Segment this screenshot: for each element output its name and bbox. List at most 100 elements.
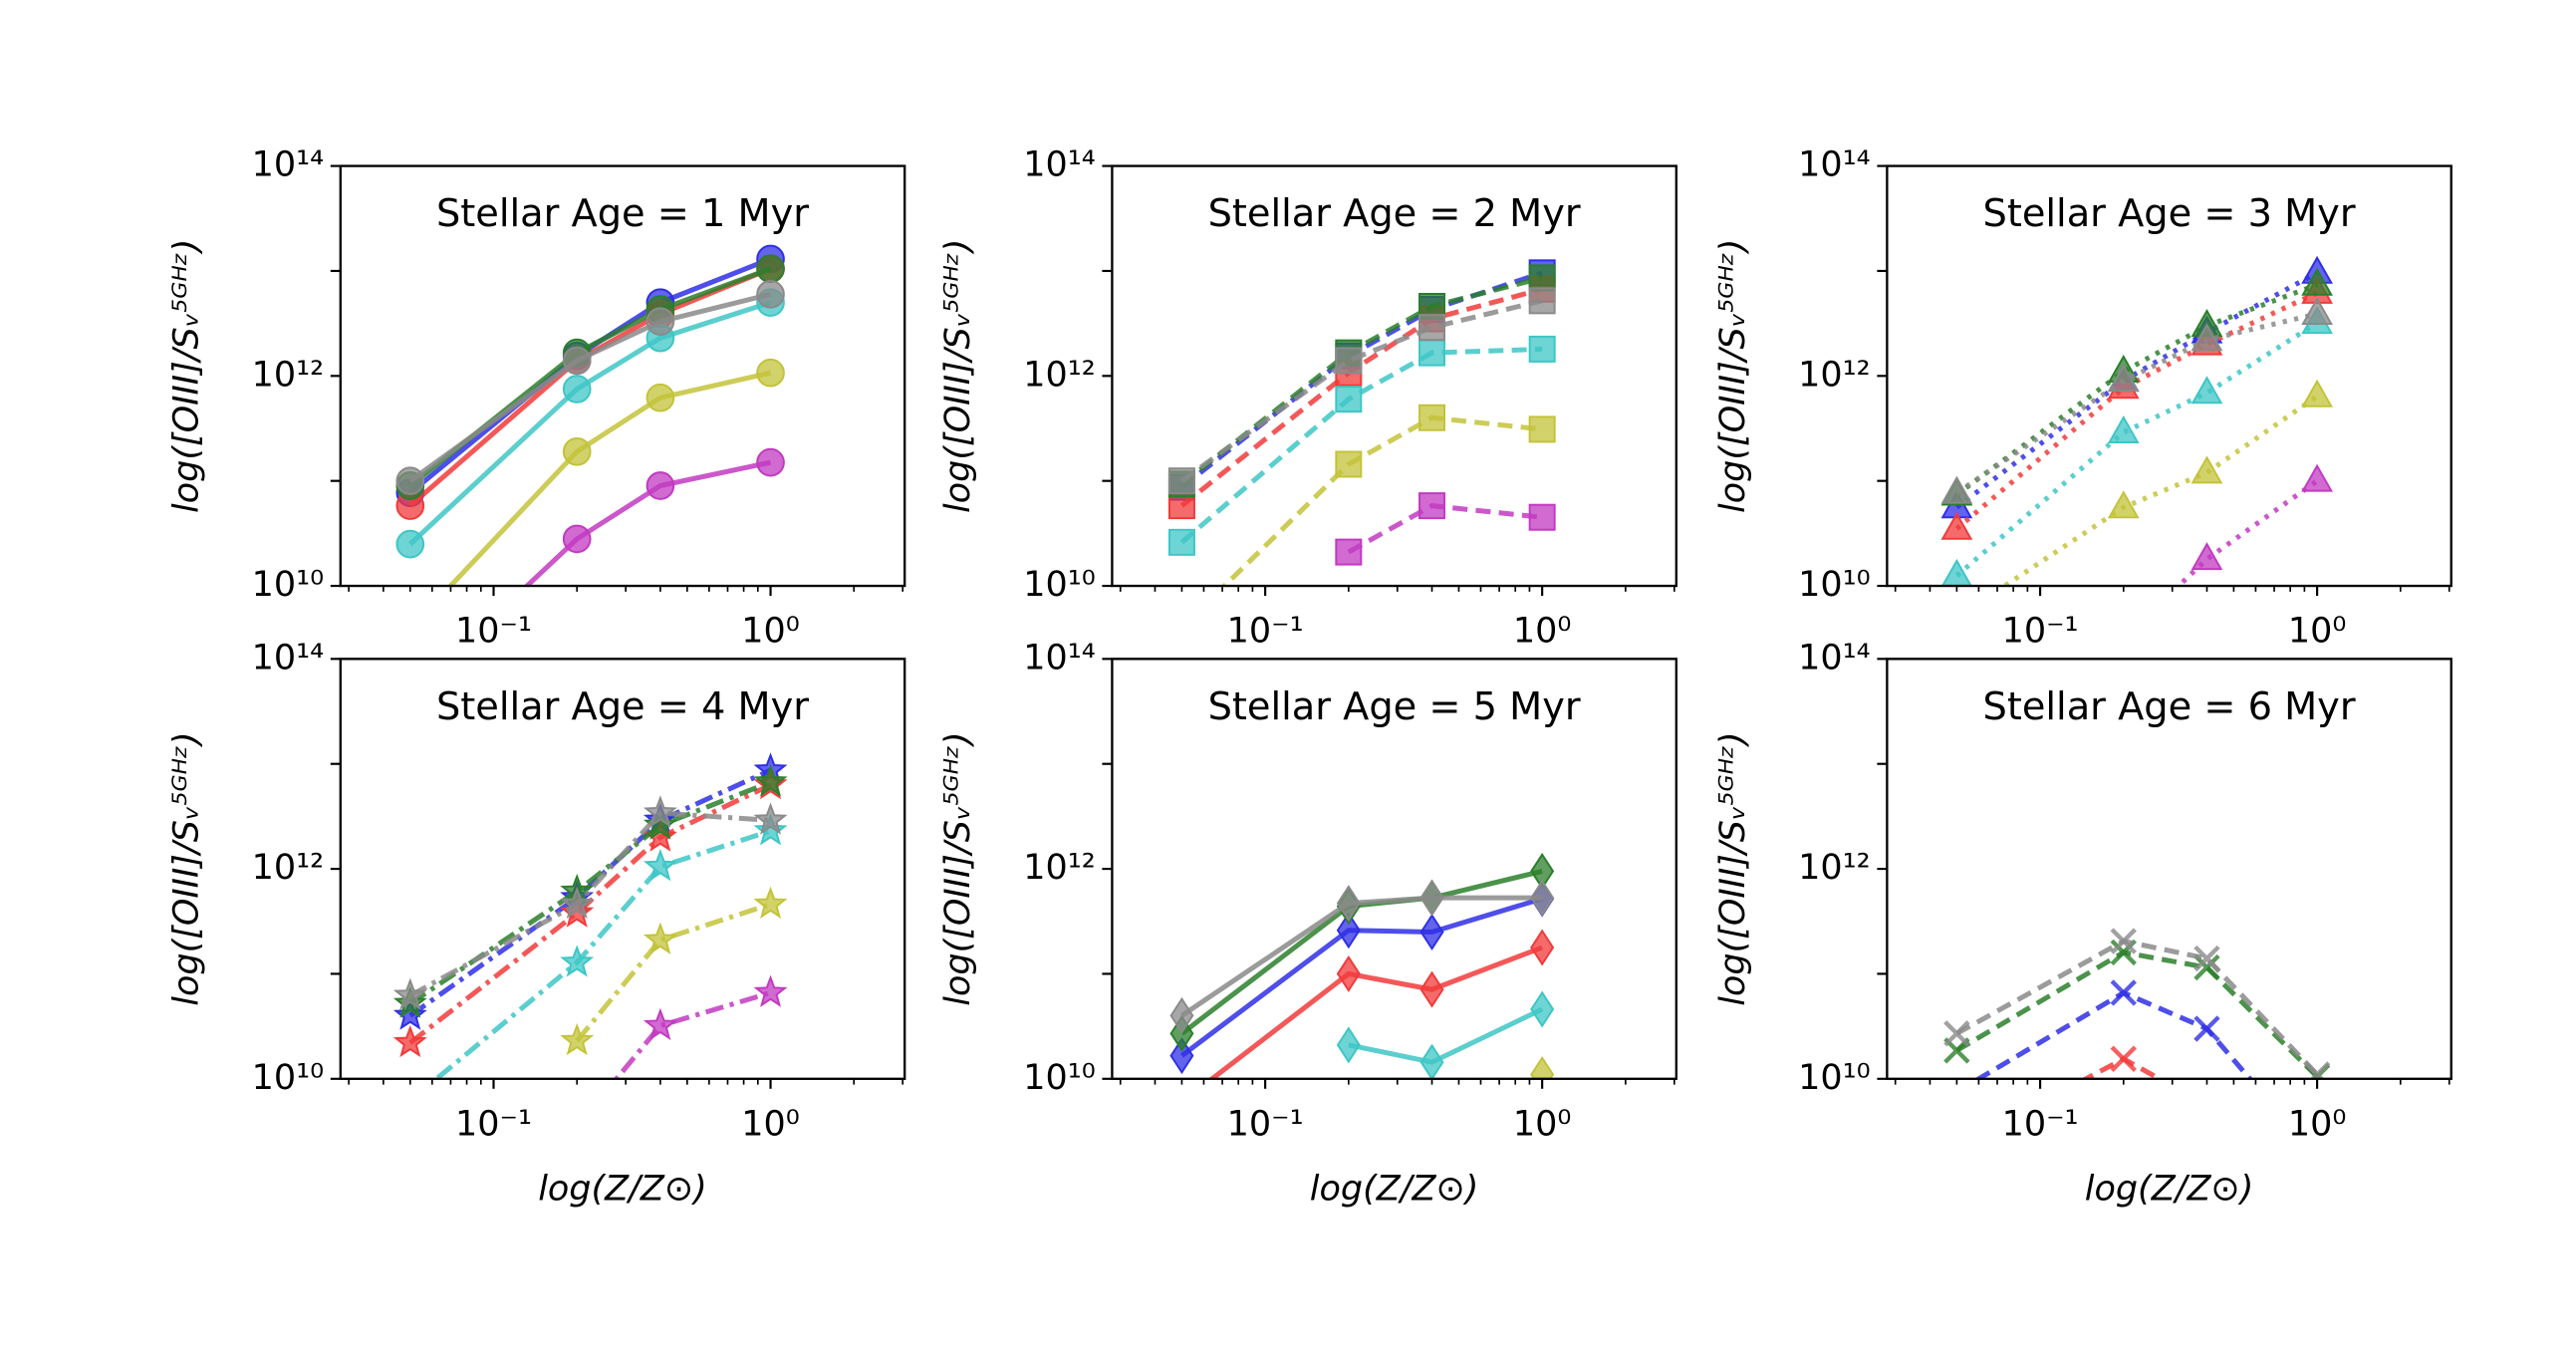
series-line: [1954, 290, 2319, 531]
plot-area: [1169, 852, 1555, 1079]
y-tick-label: 10¹²: [1023, 848, 1096, 888]
marker: [396, 1086, 425, 1113]
y-tick-label: 10¹²: [252, 355, 325, 395]
marker: [756, 447, 785, 477]
y-tick-label: 10¹²: [1798, 848, 1871, 888]
plot-area: [395, 244, 785, 709]
marker: [645, 307, 675, 337]
y-tick-label: 10¹²: [1798, 355, 1871, 395]
marker: [1169, 1037, 1194, 1075]
plot-area: [1943, 928, 2331, 1169]
marker: [2190, 542, 2223, 571]
series-line: [1955, 938, 2319, 1077]
series-line: [2080, 1055, 2165, 1079]
marker: [1335, 450, 1363, 478]
marker: [753, 764, 788, 797]
series-line: [523, 459, 772, 587]
y-axis-label: log([OIII]/Sᵥ⁵ᴳᴴᶻ): [167, 239, 207, 513]
y-axis-label: log([OIII]/Sᵥ⁵ᴳᴴᶻ): [938, 239, 978, 513]
marker: [1169, 996, 1194, 1034]
marker: [1167, 528, 1195, 556]
marker: [560, 886, 595, 920]
marker: [2305, 1146, 2328, 1169]
marker: [2303, 1061, 2331, 1079]
series-line: [575, 902, 772, 1043]
marker: [1528, 503, 1556, 531]
marker: [2110, 979, 2137, 1006]
y-tick-label: 10¹⁰: [1023, 1058, 1096, 1098]
marker: [1336, 954, 1361, 992]
marker: [2195, 1094, 2218, 1117]
marker: [395, 466, 425, 496]
x-tick-label: 10⁰: [741, 612, 800, 652]
marker: [1335, 386, 1363, 413]
marker: [562, 375, 592, 404]
series-line: [1954, 270, 2319, 510]
marker: [1528, 287, 1556, 315]
marker: [562, 346, 592, 376]
series-line: [408, 810, 771, 998]
marker: [2301, 463, 2333, 492]
marker: [392, 977, 427, 1010]
marker: [1419, 970, 1444, 1008]
marker: [2193, 945, 2220, 972]
series-line: [446, 370, 772, 587]
marker: [645, 383, 675, 412]
marker: [753, 886, 788, 920]
marker: [643, 849, 677, 882]
panel: 10⁻¹ 10⁰ 10¹⁰ 10¹² 10¹⁴ Stellar Age = 5 Myr lo…: [938, 638, 1677, 1209]
y-tick-label: 10¹⁴: [252, 145, 325, 185]
marker: [1940, 511, 1973, 540]
marker: [2190, 455, 2223, 484]
marker: [2107, 490, 2140, 519]
y-tick-label: 10¹⁰: [1798, 1058, 1871, 1098]
panel: 10⁻¹ 10⁰ 10¹⁰ 10¹² 10¹⁴ Stellar Age = 4 Myr lo…: [167, 638, 906, 1209]
marker: [2190, 376, 2223, 405]
x-axis-label: log(Z/Z⊙): [1310, 1169, 1479, 1209]
marker: [1335, 347, 1363, 375]
x-tick-label: 10⁰: [1513, 612, 1572, 652]
marker: [560, 945, 595, 977]
y-tick-label: 10¹⁰: [252, 1058, 325, 1098]
y-tick-label: 10¹²: [252, 848, 325, 888]
y-tick-label: 10¹⁴: [1798, 638, 1871, 677]
marker: [2301, 267, 2333, 296]
series-line: [1179, 346, 1543, 545]
plot-area: [1940, 255, 2333, 648]
marker: [1335, 538, 1363, 566]
marker: [2110, 623, 2138, 648]
marker: [396, 682, 423, 709]
marker: [2301, 379, 2333, 407]
marker: [1419, 879, 1444, 917]
marker: [2301, 297, 2333, 326]
marker: [756, 279, 785, 309]
marker: [643, 1007, 677, 1040]
marker: [392, 1024, 427, 1058]
x-tick-label: 10⁻¹: [1227, 612, 1304, 652]
marker: [756, 358, 785, 388]
panel: 10⁻¹ 10⁰ 10¹⁰ 10¹² 10¹⁴ Stellar Age = 6 Myr lo…: [1713, 638, 2452, 1209]
series-line: [408, 291, 772, 483]
x-tick-label: 10⁰: [2288, 1104, 2347, 1144]
marker: [753, 813, 788, 846]
marker: [560, 1022, 595, 1056]
marker: [1943, 1020, 1970, 1047]
x-tick-label: 10⁻¹: [1227, 1104, 1304, 1144]
marker: [1945, 1136, 1968, 1159]
marker: [1336, 912, 1361, 949]
x-tick-label: 10⁰: [2288, 612, 2347, 652]
panel-title: Stellar Age = 6 Myr: [1983, 684, 2356, 729]
marker: [2107, 364, 2140, 393]
marker: [1336, 885, 1361, 923]
marker: [1167, 467, 1195, 495]
y-axis-label: log([OIII]/Sᵥ⁵ᴳᴴᶻ): [167, 731, 207, 1005]
marker: [1530, 990, 1555, 1028]
series-line: [1179, 286, 1543, 508]
marker: [1530, 929, 1555, 966]
marker: [1418, 492, 1446, 520]
series-line: [1973, 989, 2253, 1079]
marker: [1942, 603, 1970, 628]
marker: [1336, 1026, 1361, 1064]
